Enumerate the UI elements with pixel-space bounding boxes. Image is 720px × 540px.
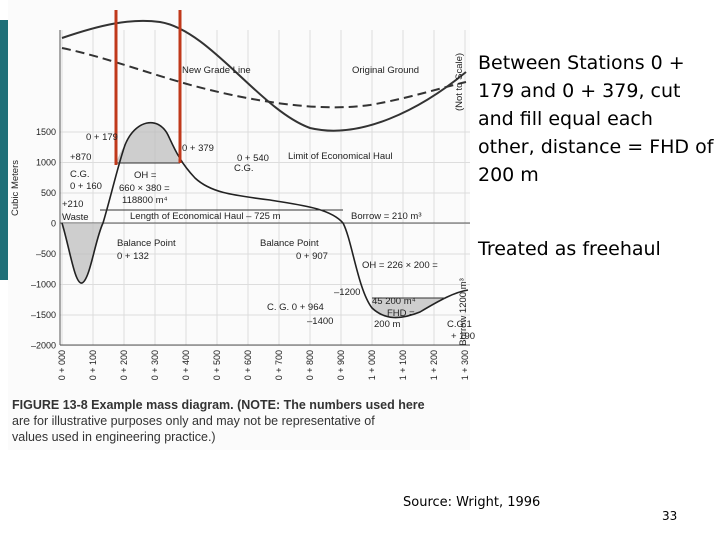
y-tick-label: –1000 <box>31 280 56 290</box>
x-tick-label: 0 + 600 <box>243 350 253 380</box>
side-bar <box>0 20 8 280</box>
x-tick-label: 0 + 500 <box>212 350 222 380</box>
original-ground <box>61 47 467 109</box>
y-tick-label: 1500 <box>36 127 56 137</box>
figure-label: 0 + 907 <box>296 251 328 262</box>
figure-label: C.G.1 <box>447 319 472 330</box>
figure-label: Balance Point <box>117 238 176 249</box>
y-tick-label: –1500 <box>31 310 56 320</box>
figure-label: 200 m <box>374 319 400 330</box>
figure-label: 118800 m⁴ <box>122 195 168 206</box>
x-tick-label: 0 + 100 <box>88 350 98 380</box>
x-tick-label: 0 + 200 <box>119 350 129 380</box>
figure-label: 0 + 132 <box>117 251 149 262</box>
caption: values used in engineering practice.) <box>12 430 216 444</box>
figure-label: –1200 <box>334 287 360 298</box>
x-tick-label: 1 + 000 <box>367 350 377 380</box>
figure-label: 0 + 379 <box>182 143 214 154</box>
x-tick-label: 0 + 300 <box>150 350 160 380</box>
y-axis-label: Cubic Meters <box>10 160 21 216</box>
y-tick-label: 0 <box>51 219 56 229</box>
figure-labels: New Grade Line Original Ground (Not to Sca… <box>62 53 475 346</box>
x-tick-label: 0 + 900 <box>336 350 346 380</box>
figure-label: C.G. <box>234 163 254 174</box>
figure-label: New Grade Line <box>182 65 251 76</box>
caption: are for illustrative purposes only and m… <box>12 414 375 428</box>
figure-label: Waste <box>62 212 89 223</box>
figure-label: 0 + 179 <box>86 132 118 143</box>
figure-label: OH = 226 × 200 = <box>362 260 438 271</box>
bullet: Treated as freehaul <box>478 238 661 260</box>
figure-label: OH = <box>134 170 157 181</box>
figure-label: C. G. 0 + 964 <box>267 302 324 313</box>
figure-label: Borrow 1200 m³ <box>458 278 469 346</box>
x-tick-label: 1 + 100 <box>398 350 408 380</box>
figure-label: (Not to Scale) <box>454 53 465 111</box>
bullet: Between Stations 0 + 179 and 0 + 379, cu… <box>478 52 714 186</box>
source: Source: Wright, 1996 <box>403 495 541 510</box>
x-tick-label: 1 + 300 <box>460 350 470 380</box>
x-tick-label: 0 + 700 <box>274 350 284 380</box>
mass-curve <box>61 121 469 319</box>
page-number: 33 <box>662 509 678 523</box>
figure-label: –1400 <box>307 316 333 327</box>
figure-label: 0 + 540 <box>237 153 269 164</box>
waste-area <box>62 223 103 284</box>
grade-line <box>61 19 467 132</box>
x-tick-label: 0 + 000 <box>57 350 67 380</box>
figure-label: Limit of Economical Haul <box>288 151 393 162</box>
x-tick-label: 1 + 200 <box>429 350 439 380</box>
fill-area <box>372 298 445 318</box>
y-tick-label: –500 <box>36 249 56 259</box>
figure-label: 45 200 m⁴ <box>372 296 416 307</box>
figure-label: Balance Point <box>260 238 319 249</box>
caption: FIGURE 13-8 Example mass diagram. (NOTE:… <box>12 398 425 412</box>
figure-label: Original Ground <box>352 65 419 76</box>
cut-area <box>116 122 180 163</box>
figure-label: FHD = <box>387 308 415 319</box>
figure-label: C.G. <box>70 169 90 180</box>
x-tick-label: 0 + 800 <box>305 350 315 380</box>
x-tick-label: 0 + 400 <box>181 350 191 380</box>
figure-label: Borrow = 210 m³ <box>351 211 422 222</box>
figure-label: +210 <box>62 199 83 210</box>
figure-label: 660 × 380 = <box>119 183 170 194</box>
figure-label: + 190 <box>451 331 475 342</box>
figure-label: +870 <box>70 152 91 163</box>
y-tick-label: –2000 <box>31 341 56 351</box>
y-tick-label: 500 <box>41 188 56 198</box>
figure-label: 0 + 160 <box>70 181 102 192</box>
y-tick-label: 1000 <box>36 158 56 168</box>
figure-label: Length of Economical Haul – 725 m <box>130 211 281 222</box>
